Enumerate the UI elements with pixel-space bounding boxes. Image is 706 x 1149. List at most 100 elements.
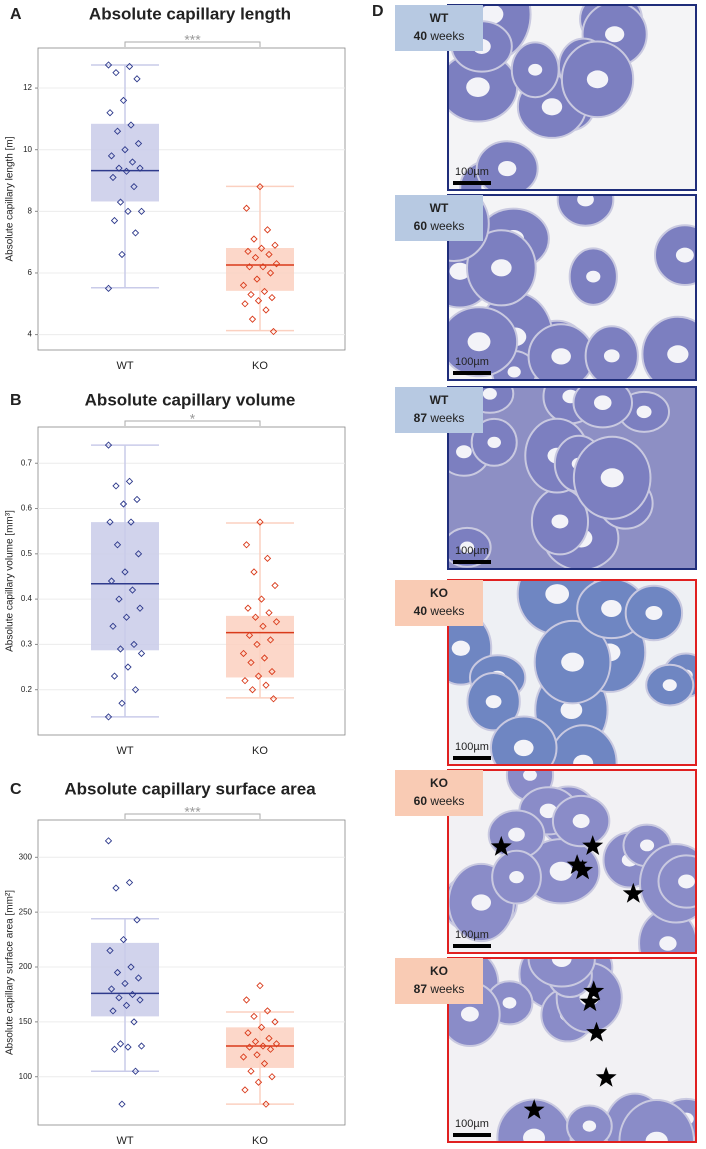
data-point bbox=[265, 609, 273, 617]
tubule bbox=[641, 315, 696, 380]
data-point bbox=[104, 441, 113, 449]
lumen bbox=[662, 679, 677, 692]
age-value: 40 bbox=[414, 604, 428, 618]
lumen bbox=[582, 1120, 597, 1132]
x-tick-label: KO bbox=[252, 360, 268, 372]
data-point bbox=[253, 640, 261, 649]
star-marker bbox=[579, 991, 601, 1012]
plot-frame bbox=[37, 47, 346, 351]
data-point bbox=[244, 604, 252, 612]
data-point bbox=[134, 550, 143, 558]
data-point bbox=[106, 518, 114, 526]
box bbox=[91, 123, 159, 202]
data-point bbox=[121, 146, 129, 154]
data-point bbox=[268, 667, 276, 676]
data-point bbox=[262, 306, 270, 314]
significance-label: * bbox=[190, 411, 196, 427]
lumen bbox=[507, 366, 521, 378]
data-point bbox=[248, 315, 257, 323]
age-unit: weeks bbox=[429, 794, 464, 808]
data-point bbox=[131, 229, 140, 237]
data-point bbox=[125, 62, 134, 71]
lumen bbox=[541, 98, 563, 116]
significance-bracket bbox=[124, 41, 261, 47]
data-point bbox=[104, 837, 113, 845]
scale-bar-label: 100µm bbox=[455, 166, 489, 178]
data-point bbox=[253, 1051, 261, 1059]
lumen bbox=[471, 894, 492, 911]
data-point bbox=[242, 996, 251, 1004]
micrograph-content bbox=[448, 580, 696, 765]
star-marker bbox=[566, 854, 588, 874]
data-point bbox=[272, 618, 281, 626]
age-value: 60 bbox=[414, 794, 428, 808]
data-point bbox=[251, 613, 260, 621]
data-point bbox=[122, 1001, 131, 1010]
data-point bbox=[245, 1043, 254, 1051]
lumen bbox=[467, 332, 491, 352]
lumen bbox=[659, 936, 677, 951]
y-tick-label: 12 bbox=[23, 83, 32, 92]
age-unit: weeks bbox=[429, 604, 464, 618]
data-point bbox=[256, 982, 264, 990]
age-value: 60 bbox=[414, 219, 428, 233]
chart-title: Absolute capillary surface area bbox=[64, 779, 316, 798]
genotype-label: KO bbox=[430, 776, 448, 790]
data-point bbox=[263, 226, 272, 234]
age-label: 40 weeks bbox=[414, 604, 465, 618]
lumen bbox=[572, 814, 590, 829]
data-point bbox=[113, 127, 122, 135]
y-tick-label: 0.5 bbox=[21, 549, 33, 558]
data-point bbox=[112, 482, 120, 490]
data-point bbox=[268, 1073, 276, 1081]
data-point bbox=[241, 1086, 249, 1094]
data-point bbox=[271, 581, 279, 590]
data-point bbox=[115, 595, 123, 603]
lumen bbox=[451, 640, 470, 656]
age-unit: weeks bbox=[429, 219, 464, 233]
data-point bbox=[116, 198, 125, 206]
lumen bbox=[498, 160, 517, 177]
age-label: 87 weeks bbox=[414, 411, 465, 425]
scale-bar-label: 100µm bbox=[455, 545, 489, 557]
significance-label: *** bbox=[184, 32, 201, 48]
data-point bbox=[271, 1018, 279, 1026]
data-point bbox=[250, 1012, 258, 1021]
data-point bbox=[259, 1042, 267, 1050]
image-border bbox=[447, 579, 697, 766]
data-point bbox=[241, 300, 249, 308]
scale-bar bbox=[453, 560, 491, 564]
label-box bbox=[395, 770, 483, 816]
data-point bbox=[256, 183, 264, 191]
data-point bbox=[136, 604, 144, 612]
lumen bbox=[502, 997, 517, 1009]
data-point bbox=[266, 1045, 275, 1053]
data-point bbox=[119, 935, 128, 944]
plot-frame bbox=[37, 426, 346, 736]
y-tick-label: 0.6 bbox=[21, 504, 33, 513]
scale-bar bbox=[453, 1133, 491, 1137]
tubule bbox=[556, 195, 615, 227]
data-point bbox=[245, 263, 254, 271]
lumen bbox=[509, 871, 524, 884]
age-label: 87 weeks bbox=[414, 982, 465, 996]
data-point bbox=[265, 1034, 273, 1042]
data-point bbox=[128, 990, 137, 999]
data-point bbox=[113, 541, 122, 549]
data-point bbox=[256, 518, 264, 526]
data-point bbox=[104, 713, 113, 721]
data-point bbox=[136, 996, 144, 1004]
lumen bbox=[603, 349, 620, 363]
lumen bbox=[605, 26, 625, 43]
data-point bbox=[245, 631, 254, 639]
data-point bbox=[262, 1100, 270, 1108]
data-point bbox=[263, 554, 272, 562]
y-axis-label: Absolute capillary length [m] bbox=[5, 136, 16, 261]
data-point bbox=[127, 121, 135, 129]
data-point bbox=[107, 577, 116, 585]
lumen bbox=[513, 739, 534, 757]
box bbox=[91, 522, 159, 651]
data-point bbox=[239, 281, 248, 289]
data-point bbox=[109, 1007, 117, 1015]
scale-bar bbox=[453, 371, 491, 375]
